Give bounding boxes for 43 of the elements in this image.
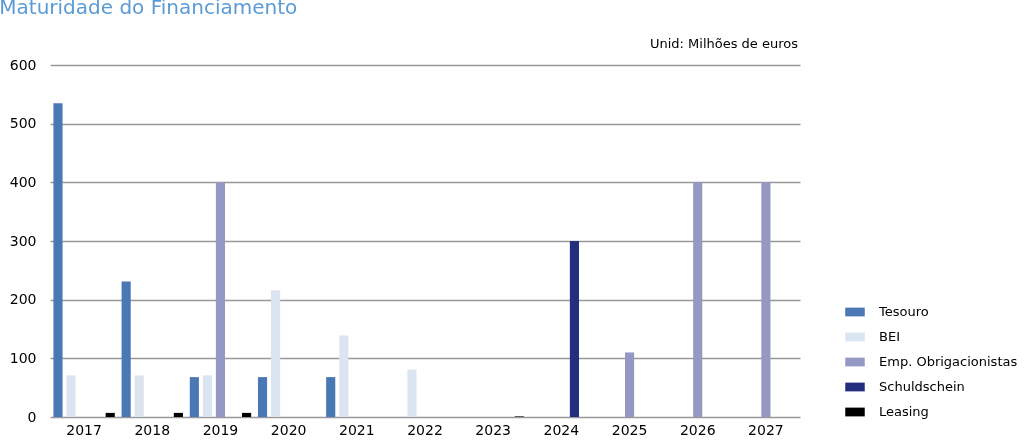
bar	[66, 375, 76, 417]
x-tick-label: 2019	[202, 421, 239, 438]
legend-label: Schuldschein	[879, 379, 965, 394]
bar	[215, 182, 226, 417]
bar	[121, 281, 131, 417]
x-tick-label: 2021	[339, 421, 375, 438]
bar	[271, 290, 281, 417]
bar	[257, 377, 268, 417]
y-tick-label: 400	[9, 173, 37, 190]
bar	[173, 412, 183, 417]
x-tick-label: 2027	[748, 421, 784, 438]
x-tick-label: 2020	[270, 421, 307, 438]
legend-label: BEI	[879, 329, 900, 344]
bar	[202, 375, 212, 417]
y-tick-label: 200	[9, 291, 37, 308]
y-tick-label: 600	[9, 56, 37, 73]
y-tick-label: 300	[9, 232, 37, 249]
y-tick-label: 100	[9, 349, 37, 366]
x-tick-label: 2017	[66, 421, 102, 438]
bar	[53, 103, 63, 417]
bar	[105, 412, 115, 417]
bar	[134, 375, 144, 417]
text: Unid: Milhões de euros	[649, 36, 799, 51]
legend-label: Tesouro	[878, 304, 929, 319]
x-tick-label: 2023	[475, 421, 511, 438]
x-tick-label: 2022	[407, 421, 443, 438]
bar	[339, 335, 349, 417]
bar	[189, 377, 199, 417]
bar	[624, 352, 635, 417]
x-tick-label: 2018	[134, 421, 171, 438]
bar	[242, 412, 252, 417]
bar	[569, 241, 579, 417]
bar	[761, 182, 771, 417]
x-tick-label: 2024	[543, 421, 580, 438]
legend-label: Leasing	[879, 404, 929, 419]
bar	[693, 182, 703, 417]
x-tick-label: 2026	[679, 421, 716, 438]
legend-label: Emp. Obrigacionistas	[879, 354, 1018, 369]
bar	[407, 369, 417, 417]
y-tick-label: 0	[27, 408, 37, 425]
y-tick-label: 500	[9, 115, 37, 132]
bar	[326, 377, 336, 417]
x-tick-label: 2025	[611, 421, 648, 438]
